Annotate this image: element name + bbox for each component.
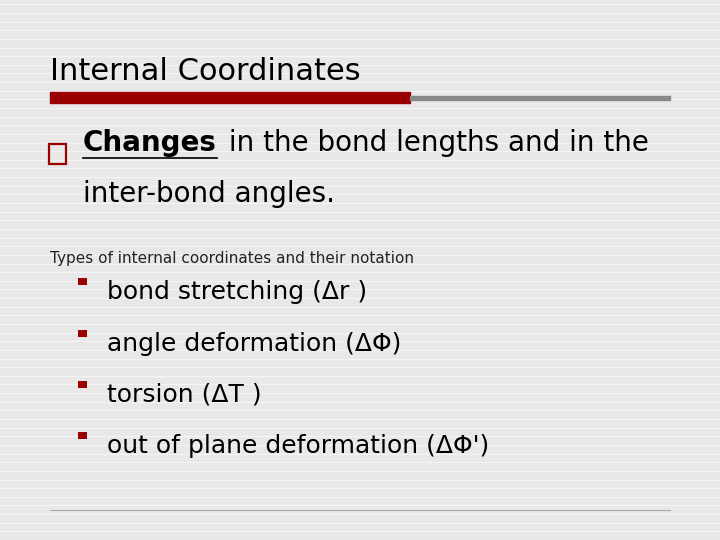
- Text: in the bond lengths and in the: in the bond lengths and in the: [220, 129, 649, 157]
- Bar: [78, 381, 88, 388]
- Bar: [410, 96, 670, 100]
- Text: Internal Coordinates: Internal Coordinates: [50, 57, 361, 86]
- Bar: [78, 432, 88, 440]
- Text: inter-bond angles.: inter-bond angles.: [83, 180, 335, 208]
- Bar: [50, 92, 410, 103]
- Text: angle deformation (ΔΦ): angle deformation (ΔΦ): [107, 332, 401, 355]
- Bar: [78, 329, 88, 337]
- Text: Changes: Changes: [83, 129, 217, 157]
- Text: bond stretching (Δr ): bond stretching (Δr ): [107, 280, 366, 304]
- Bar: [78, 279, 88, 285]
- Text: out of plane deformation (ΔΦ'): out of plane deformation (ΔΦ'): [107, 434, 489, 458]
- Text: torsion (ΔΤ ): torsion (ΔΤ ): [107, 383, 261, 407]
- Text: Types of internal coordinates and their notation: Types of internal coordinates and their …: [50, 251, 415, 266]
